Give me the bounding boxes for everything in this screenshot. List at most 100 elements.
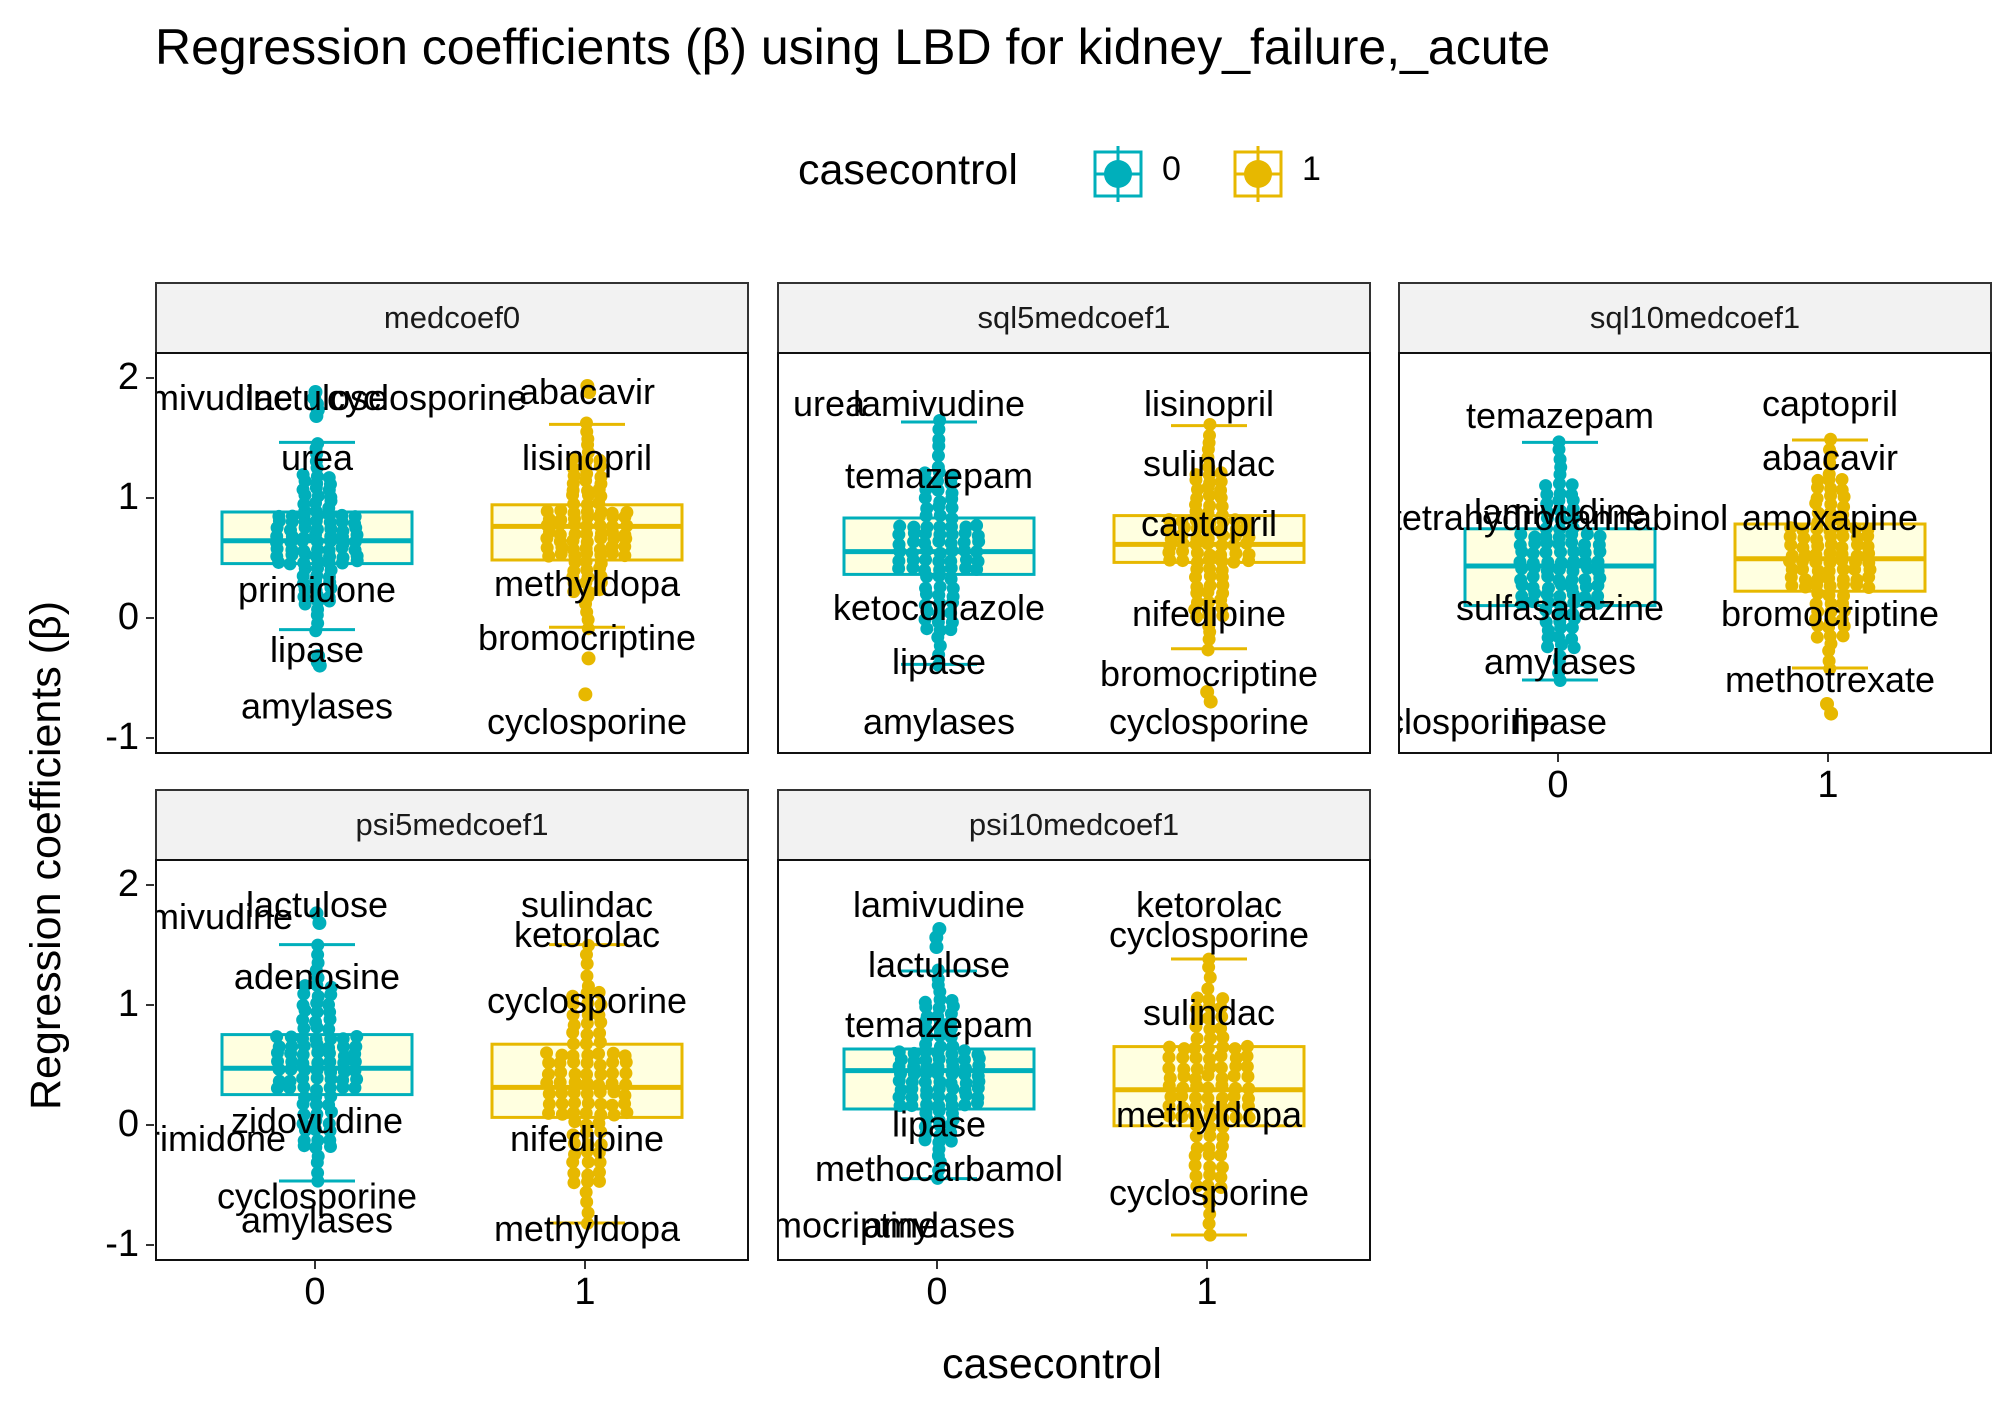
data-dot: [285, 509, 299, 523]
data-dot: [1216, 992, 1230, 1006]
data-dot: [1215, 538, 1229, 552]
data-dot: [1215, 1091, 1229, 1105]
data-dot: [933, 546, 947, 560]
data-dot: [892, 1045, 906, 1059]
data-dot: [1215, 1160, 1229, 1174]
data-dot: [1824, 432, 1838, 446]
x-tick-label: 0: [1547, 764, 1569, 806]
y-tick-label: -1: [105, 716, 139, 758]
data-dot: [1553, 487, 1567, 501]
outlier-dot: [580, 379, 595, 393]
point-label: cyclosporine: [487, 701, 687, 742]
data-dot: [1203, 562, 1217, 576]
data-dot: [593, 453, 607, 467]
point-label: lamivudine: [1474, 491, 1646, 532]
y-tick-mark: [146, 737, 154, 739]
point-label: sulfasalazine: [1456, 587, 1664, 628]
data-dot: [920, 501, 934, 515]
y-tick-label: 1: [117, 983, 139, 1025]
x-tick-label: 1: [1817, 764, 1839, 806]
plot-area: lamivudine urea lisinopril temazepam sulinda…: [777, 352, 1371, 754]
data-dot: [324, 980, 338, 994]
y-tick-mark: [146, 1004, 154, 1006]
data-dot: [594, 1097, 608, 1111]
data-dot: [1811, 473, 1825, 487]
point-label: ketoconazole: [833, 587, 1045, 628]
data-dot: [946, 469, 960, 483]
point-label: methyldopa: [494, 563, 681, 604]
point-label: temazepam: [1466, 395, 1654, 436]
point-label: primidone: [238, 569, 396, 610]
data-dot: [1202, 460, 1216, 474]
data-dot: [892, 554, 906, 568]
point-label: cyclosporine: [217, 1176, 417, 1217]
legend-label-0: 0: [1162, 150, 1181, 188]
data-dot: [1541, 581, 1555, 595]
data-dot: [1861, 539, 1875, 553]
data-dot: [541, 1067, 555, 1081]
data-dot: [1190, 1141, 1204, 1155]
data-dot: [1553, 452, 1567, 466]
data-dot: [1809, 597, 1823, 611]
data-dot: [1203, 516, 1217, 530]
data-dot: [336, 1032, 350, 1046]
point-label: temazepam: [845, 1004, 1033, 1045]
data-dot: [1201, 1011, 1215, 1025]
data-dot: [311, 989, 325, 1003]
chart-title: Regression coefficients (β) using LBD fo…: [155, 19, 1551, 75]
data-dot: [323, 1133, 337, 1147]
point-label: urea: [793, 383, 866, 424]
data-dot: [336, 551, 350, 565]
data-dot: [1861, 523, 1875, 537]
data-dot: [270, 1030, 284, 1044]
data-dot: [581, 979, 595, 993]
data-dot: [592, 1008, 606, 1022]
data-dot: [931, 449, 945, 463]
data-dot: [566, 1128, 580, 1142]
data-dot: [933, 580, 947, 594]
data-dot: [1190, 580, 1204, 594]
data-dot: [932, 433, 946, 447]
plot-area: lactuloselamivudinecyclosporineabacaviru…: [155, 352, 749, 754]
data-dot: [1810, 491, 1824, 505]
outlier-dot: [1203, 694, 1218, 709]
data-dot: [618, 1049, 632, 1063]
data-dot: [907, 520, 921, 534]
data-dot: [1214, 466, 1228, 480]
data-dot: [1565, 488, 1579, 502]
data-dot: [581, 484, 595, 498]
point-label: sulindac: [1143, 443, 1275, 484]
data-dot: [1189, 1129, 1203, 1143]
data-dot: [568, 1147, 582, 1161]
point-label: lamivudine: [853, 383, 1025, 424]
data-dot: [1189, 1169, 1203, 1183]
plot-svg: temazepam captopril abacavir lamivudinetetr…: [1400, 383, 1939, 742]
data-dot: [932, 607, 946, 621]
point-label: lactulose: [868, 944, 1010, 985]
boxplot-group-1: [1112, 952, 1306, 1242]
y-tick-mark: [146, 884, 154, 886]
data-dot: [297, 544, 311, 558]
data-dot: [933, 1040, 947, 1054]
data-dot: [1229, 1110, 1243, 1124]
data-dot: [1823, 614, 1837, 628]
data-dot: [1796, 523, 1810, 537]
data-dot: [567, 1166, 581, 1180]
data-dot: [555, 1097, 569, 1111]
data-dot: [1201, 1179, 1215, 1193]
data-dot: [907, 1046, 921, 1060]
data-dot: [1526, 556, 1540, 570]
data-dot: [945, 486, 959, 500]
data-dot: [1177, 1062, 1191, 1076]
data-dot: [618, 549, 632, 563]
facet-panel-psi10medcoef1: psi10medcoef1 lamivudine ketorolac cyclospo…: [777, 789, 1371, 1313]
data-dot: [1190, 1002, 1204, 1016]
data-dot: [1242, 1111, 1256, 1125]
data-dot: [1201, 982, 1215, 996]
point-label: amylases: [863, 1204, 1015, 1245]
data-dot: [1785, 549, 1799, 563]
y-axis-label: Regression coefficients (β): [22, 600, 70, 1110]
data-dot: [568, 1067, 582, 1081]
point-label: lisinopril: [1144, 383, 1274, 424]
